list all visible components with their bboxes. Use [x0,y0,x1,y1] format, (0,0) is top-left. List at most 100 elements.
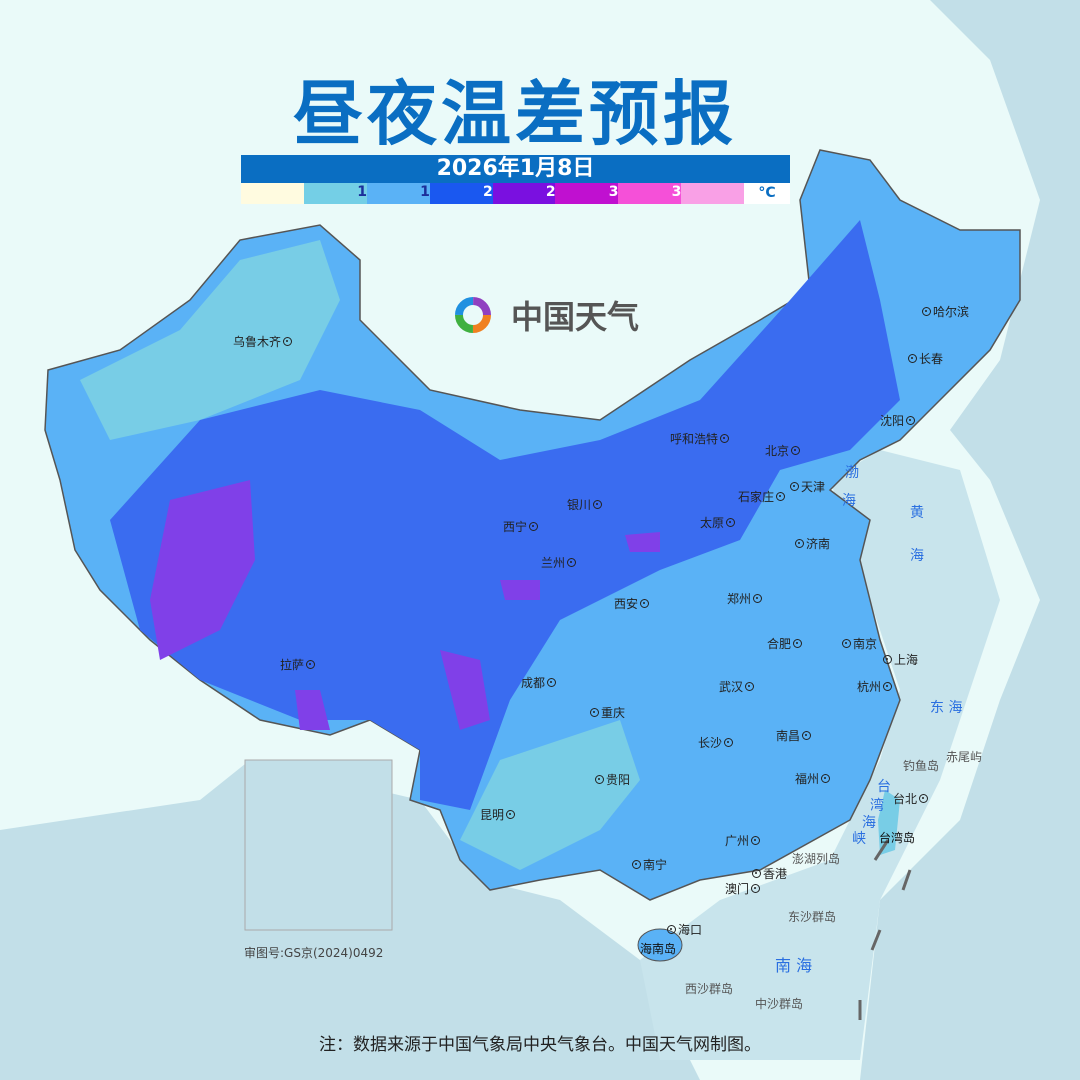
legend-stop: 20 [429,183,503,204]
city-marker-icon [667,925,676,934]
sea-label: 峡 [852,831,866,847]
city-31: 香港 [752,865,787,882]
city-label: 沈阳 [880,414,905,428]
city-marker-icon [720,434,730,443]
city-0: 乌鲁木齐 [233,333,293,350]
sea-label: 海 [910,548,924,564]
legend-stop: 10 [303,183,377,204]
city-label: 澳门 [725,882,750,896]
island-label: 东沙群岛 [788,910,837,924]
city-marker-icon [842,639,851,648]
island-label: 台湾岛 [879,831,916,845]
legend-stop [681,183,744,204]
city-label: 成都 [521,676,546,690]
city-22: 重庆 [590,704,625,721]
city-label: 长春 [919,352,944,366]
city-marker-icon [724,738,734,747]
city-label: 兰州 [541,556,566,570]
sea-label: 海 [842,493,856,509]
island-label: 中沙群岛 [755,997,804,1011]
city-marker-icon [595,775,604,784]
city-label: 石家庄 [738,490,775,504]
island-label: 钓鱼岛 [903,759,940,773]
region-purple-4 [500,580,540,600]
sea-label: 东 海 [930,700,963,716]
legend-unit: °C [744,183,790,204]
city-32: 澳门 [725,880,761,897]
city-label: 上海 [894,653,919,667]
city-label: 重庆 [601,706,626,720]
city-label: 哈尔滨 [933,305,970,319]
city-13: 西安 [614,595,650,612]
city-27: 台北 [893,790,929,807]
sea-label: 渤 [845,465,859,481]
city-marker-icon [640,599,650,608]
city-marker-icon [753,594,763,603]
city-23: 长沙 [698,734,734,751]
legend-stop: 15 [366,183,440,204]
city-label: 郑州 [727,592,752,606]
color-legend: 5 10 15 20 25 30 35 °C [241,183,790,204]
city-16: 南京 [842,635,877,652]
sea-region [640,450,1000,1060]
city-24: 南昌 [776,727,812,744]
boundary-dash [873,839,890,861]
neighbor-land [860,0,1080,1080]
city-33: 海口 [667,921,702,938]
city-label: 太原 [700,516,725,530]
city-28: 昆明 [480,806,516,823]
island-label: 海南岛 [640,942,677,956]
city-marker-icon [590,708,599,717]
brand-swirl-icon [455,297,491,333]
city-15: 合肥 [767,635,803,652]
city-label: 南昌 [776,729,801,743]
city-label: 西安 [614,597,639,611]
city-label: 长沙 [698,736,723,750]
city-2: 长春 [908,350,943,367]
city-label: 杭州 [857,680,882,694]
city-label: 广州 [725,834,750,848]
region-cyan-south [460,720,640,870]
region-purple-5 [625,532,660,552]
region-cyan-west [80,240,340,440]
city-label: 天津 [801,480,826,494]
city-marker-icon [906,416,916,425]
city-marker-icon [919,794,929,803]
city-12: 济南 [795,535,830,552]
city-marker-icon [751,884,761,893]
city-3: 沈阳 [880,412,916,429]
city-marker-icon [883,682,893,691]
island-label: 赤尾屿 [946,750,983,764]
city-marker-icon [726,518,736,527]
city-10: 兰州 [541,554,577,571]
city-marker-icon [306,660,316,669]
city-marker-icon [776,492,786,501]
city-label: 福州 [795,772,820,786]
city-label: 西宁 [503,520,528,534]
city-label: 贵阳 [606,773,631,787]
island-label: 澎湖列岛 [792,852,841,866]
city-6: 天津 [790,478,825,495]
city-marker-icon [922,307,931,316]
city-marker-icon [745,682,755,691]
city-label: 南宁 [643,858,668,872]
city-marker-icon [593,500,603,509]
page-title: 昼夜温差预报 [293,73,737,155]
city-18: 杭州 [857,678,893,695]
city-11: 太原 [700,514,736,531]
city-label: 香港 [763,867,788,881]
city-30: 南宁 [632,856,667,873]
city-marker-icon [506,810,516,819]
city-29: 广州 [725,832,761,849]
boundary-dash [901,869,912,891]
city-marker-icon [752,869,761,878]
sea-label: 海 [862,815,876,831]
city-label: 济南 [806,537,831,551]
city-label: 台北 [893,792,918,806]
city-label: 拉萨 [280,658,305,672]
city-label: 昆明 [480,808,505,822]
city-label: 银川 [567,498,592,512]
city-label: 南京 [853,637,878,651]
sea-label: 南 海 [775,956,813,975]
brand-logo: 中国天气 [445,287,639,343]
